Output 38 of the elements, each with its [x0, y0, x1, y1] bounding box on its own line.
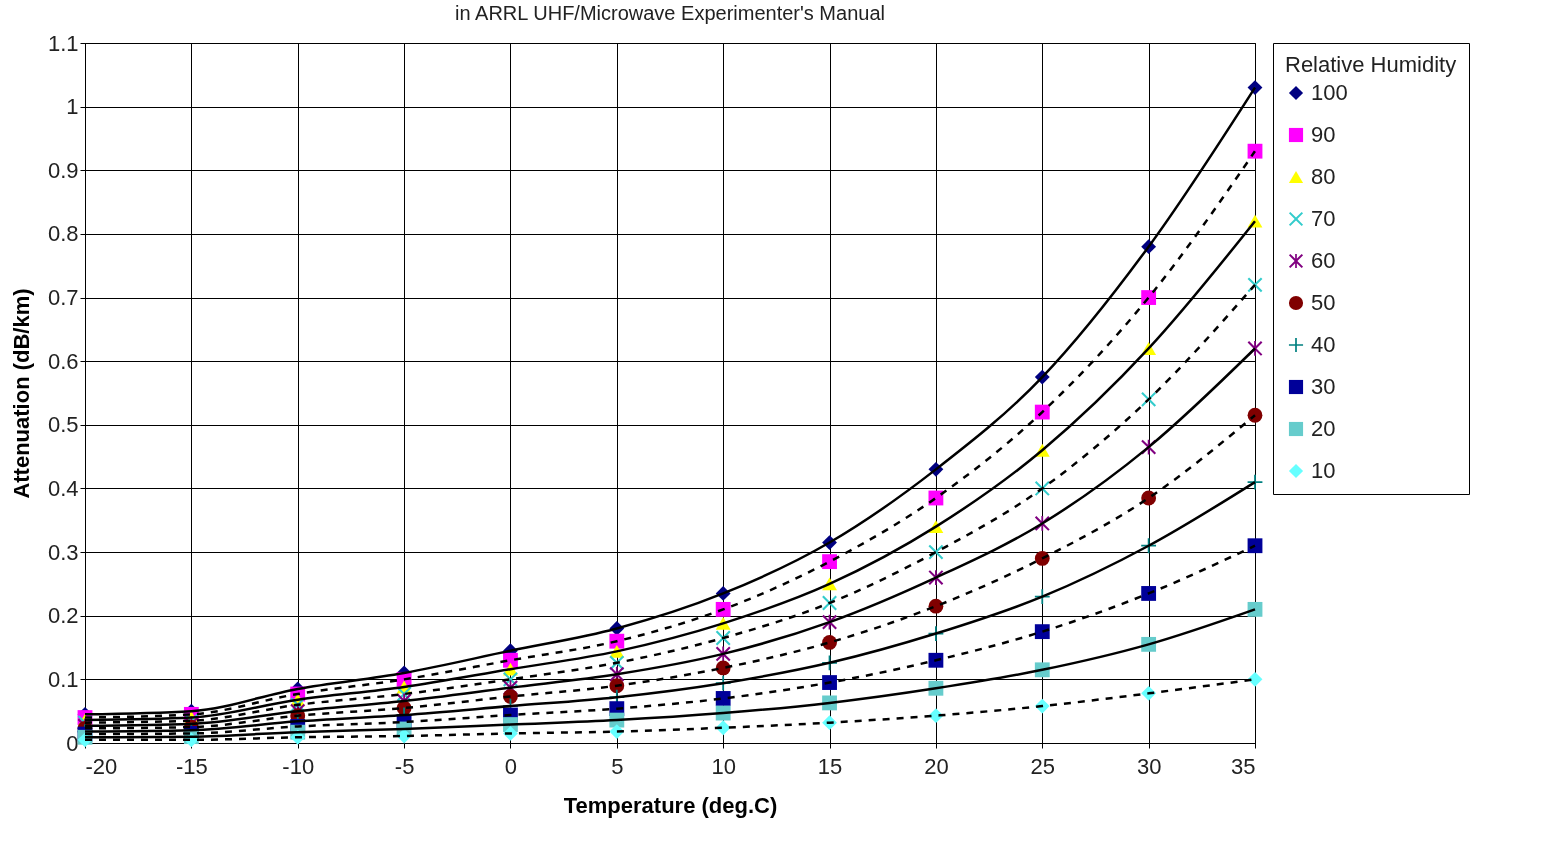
x-tick-label: 30	[1136, 753, 1162, 779]
legend-label: 60	[1311, 248, 1336, 273]
legend-title: Relative Humidity	[1285, 52, 1457, 77]
y-tick-label: 0.5	[47, 412, 79, 438]
y-tick-label: 1.1	[47, 30, 79, 56]
y-tick-label: 1	[66, 94, 79, 120]
x-tick-label: -15	[175, 753, 208, 779]
legend-label: 50	[1311, 290, 1336, 315]
x-tick-label: 35	[1231, 753, 1256, 779]
y-tick-label: 0.1	[47, 666, 79, 692]
legend-label: 70	[1311, 206, 1336, 231]
y-tick-label: 0.3	[47, 539, 79, 565]
legend-label: 10	[1311, 458, 1336, 483]
chart-title: in ARRL UHF/Microwave Experimenter's Manual	[455, 2, 885, 24]
x-tick-label: 15	[817, 753, 843, 779]
x-tick-label: 10	[711, 753, 736, 779]
legend-label: 90	[1311, 122, 1336, 147]
y-tick-label: 0.4	[47, 475, 79, 501]
x-tick-label: -5	[394, 753, 415, 779]
y-tick-label: 0.7	[47, 285, 79, 311]
legend-label: 20	[1311, 416, 1336, 441]
x-tick-label: 25	[1030, 753, 1056, 779]
legend-label: 100	[1311, 80, 1348, 105]
y-tick-label: 0.9	[47, 157, 79, 183]
y-tick-label: 0.8	[47, 221, 79, 247]
x-tick-label: 0	[504, 753, 518, 779]
y-tick-label: 0	[66, 730, 79, 756]
x-tick-label: -20	[85, 753, 118, 779]
legend-label: 40	[1311, 332, 1336, 357]
x-axis-title: Temperature (deg.C)	[563, 792, 778, 818]
legend-label: 30	[1311, 374, 1336, 399]
y-axis-title: Attenuation (dB/km)	[8, 288, 34, 499]
x-tick-label: 20	[924, 753, 949, 779]
y-tick-label: 0.2	[47, 603, 79, 629]
x-tick-label: 5	[611, 753, 624, 779]
x-tick-label: -10	[282, 753, 315, 779]
legend-label: 80	[1311, 164, 1336, 189]
y-tick-label: 0.6	[47, 348, 79, 374]
